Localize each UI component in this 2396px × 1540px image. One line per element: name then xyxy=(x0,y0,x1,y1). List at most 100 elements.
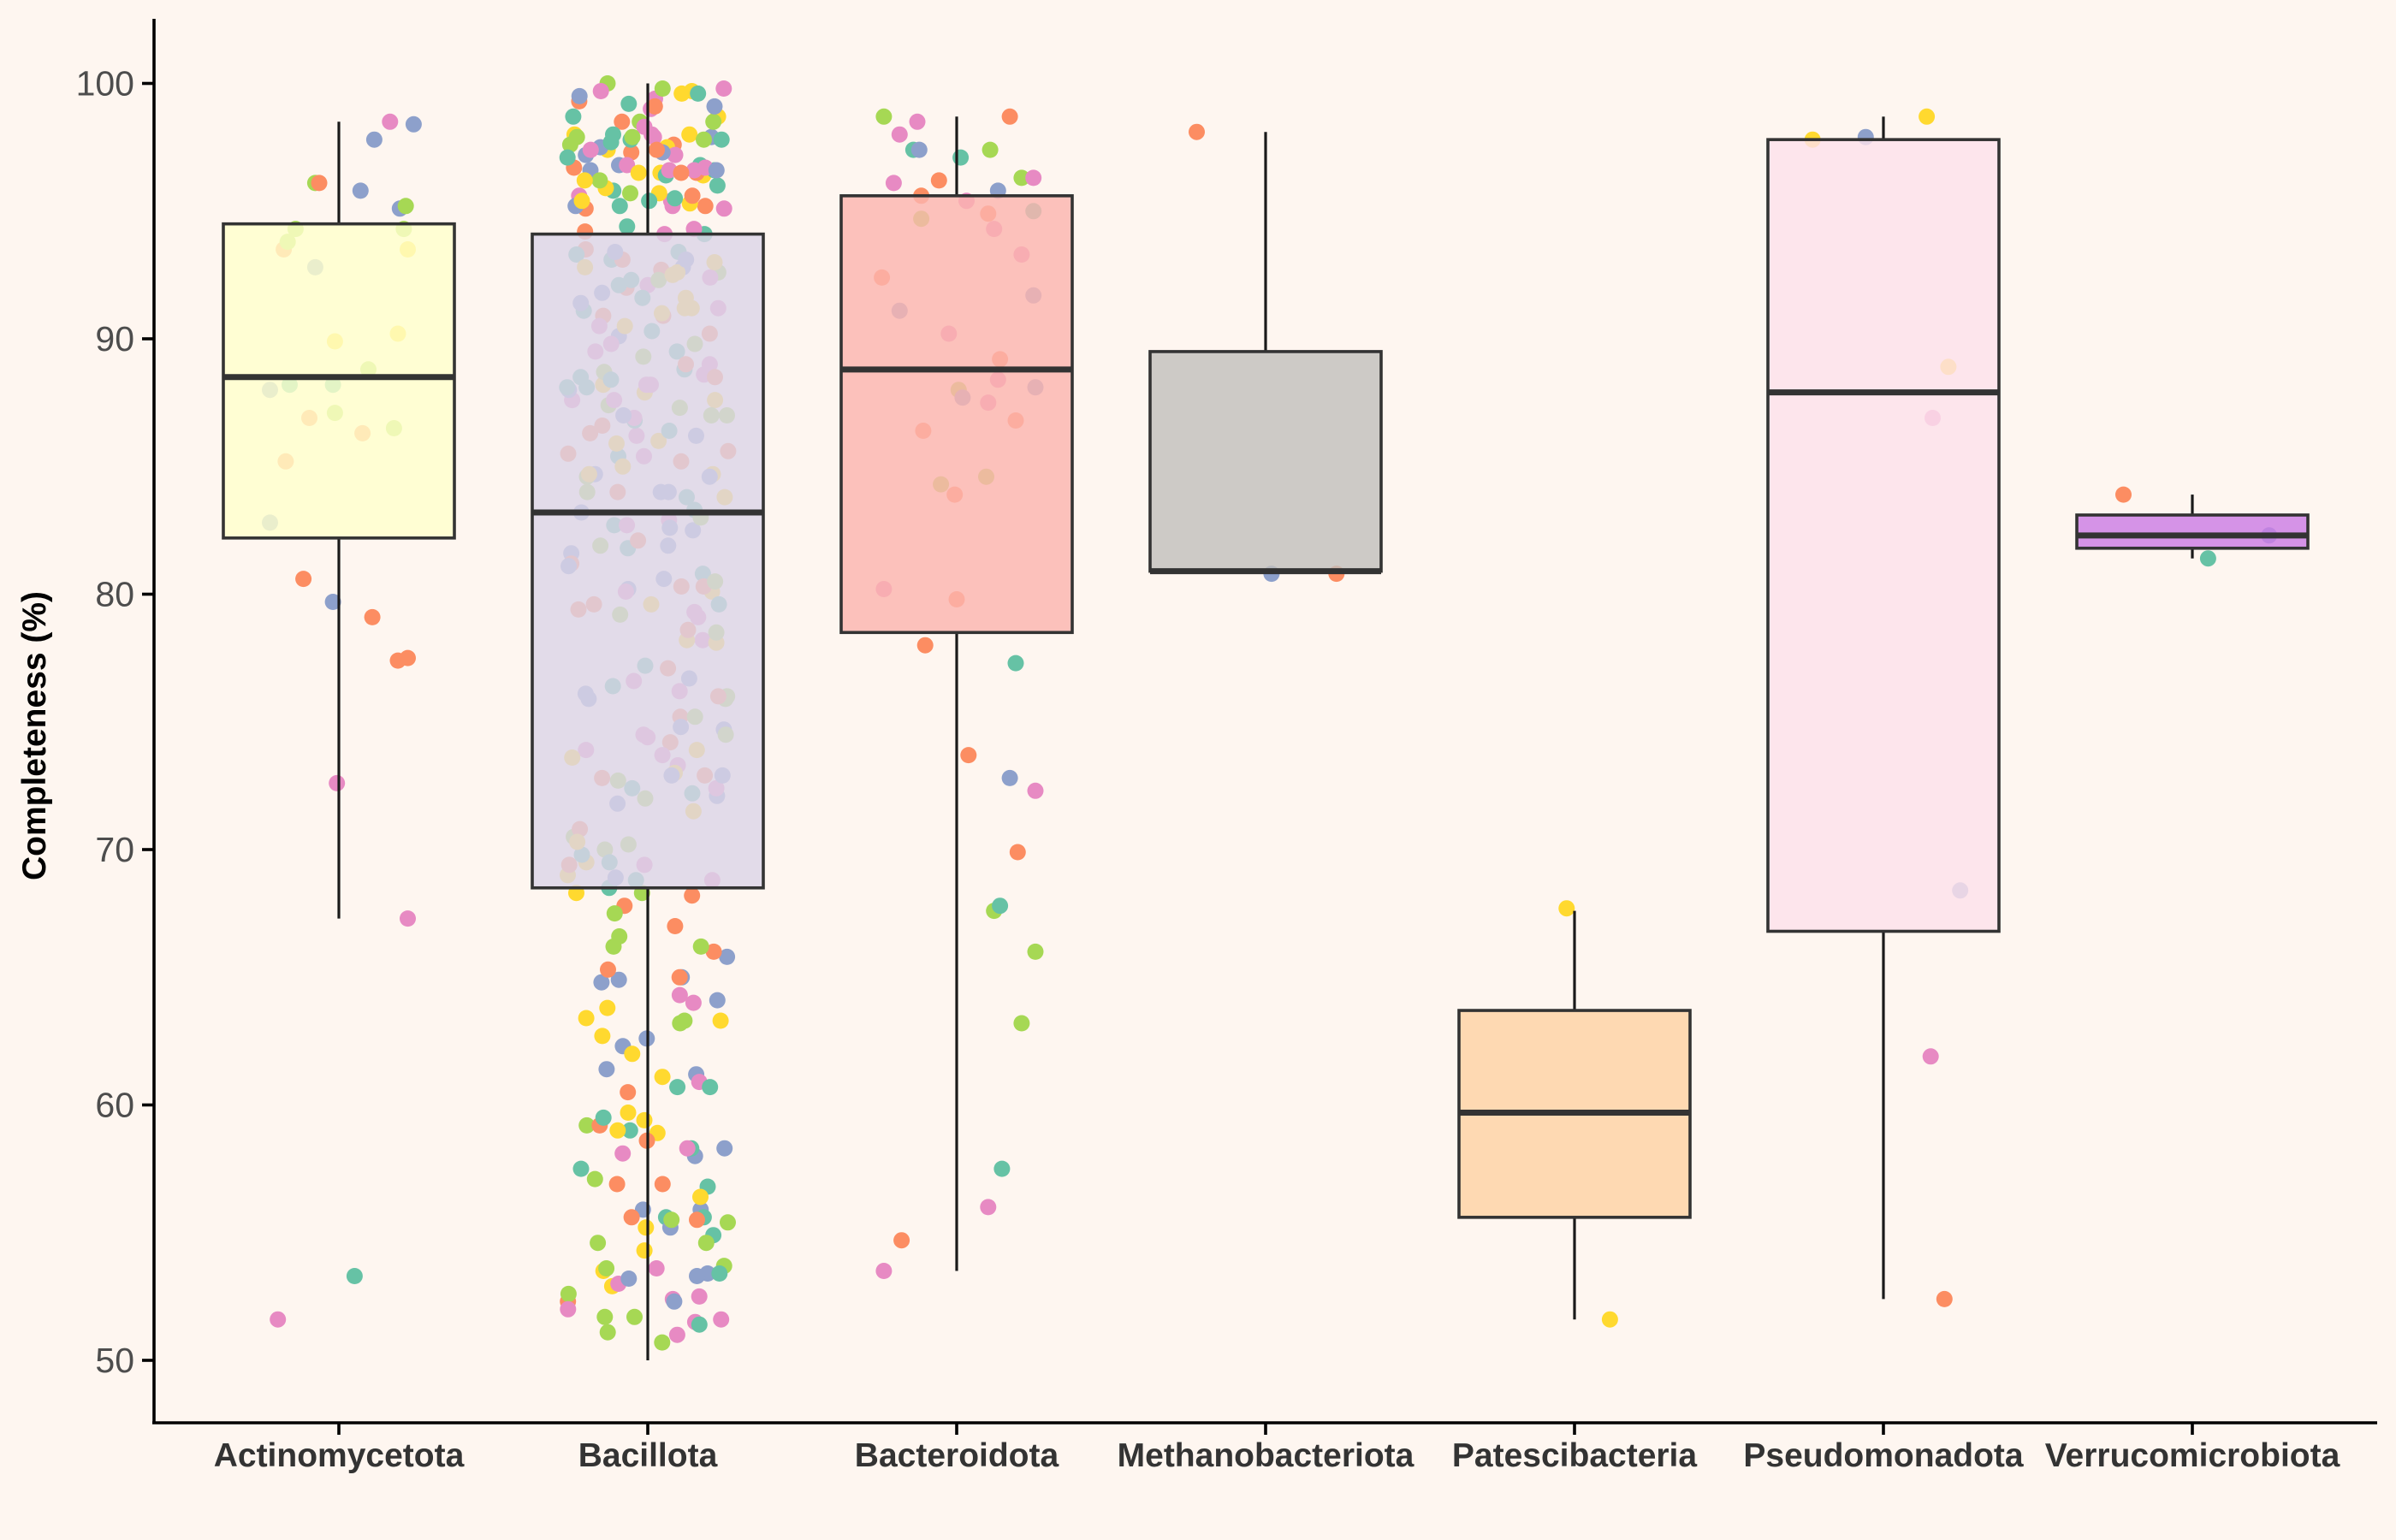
data-point xyxy=(691,1288,708,1305)
data-point xyxy=(885,175,902,192)
data-point xyxy=(599,999,616,1016)
data-point xyxy=(676,1012,693,1029)
data-point xyxy=(620,95,638,112)
data-point xyxy=(611,198,628,215)
data-point xyxy=(1007,654,1024,672)
y-tick-label: 50 xyxy=(95,1341,134,1380)
data-point xyxy=(719,948,736,965)
data-point xyxy=(669,1079,686,1096)
data-point xyxy=(696,131,712,148)
data-point xyxy=(573,192,590,210)
iqr-box xyxy=(222,222,456,540)
data-point xyxy=(1189,123,1205,140)
data-point xyxy=(720,1214,736,1231)
data-point xyxy=(1601,1311,1618,1328)
data-point xyxy=(992,897,1009,915)
box-verrucomicrobiota xyxy=(2075,495,2310,559)
data-point xyxy=(592,83,609,99)
data-point xyxy=(636,1111,653,1128)
data-point xyxy=(598,1260,615,1276)
data-point xyxy=(952,149,970,166)
data-point xyxy=(598,1061,615,1078)
data-point xyxy=(571,87,588,104)
data-point xyxy=(668,1326,685,1343)
data-point xyxy=(713,1311,730,1328)
data-point xyxy=(620,1084,637,1101)
data-point xyxy=(709,992,726,1009)
data-point xyxy=(697,198,714,215)
data-point xyxy=(608,1176,626,1193)
data-point xyxy=(673,164,690,181)
data-point xyxy=(599,1324,616,1341)
data-point xyxy=(619,218,636,235)
data-point xyxy=(667,190,684,207)
data-point xyxy=(400,910,416,927)
data-point xyxy=(620,1105,637,1121)
data-point xyxy=(654,80,671,97)
x-tick-label-methanobacteriota: Methanobacteriota xyxy=(1118,1437,1414,1474)
data-point xyxy=(1025,169,1042,187)
data-point xyxy=(594,1028,611,1045)
y-axis-ticks: 50 60 70 80 90 100 xyxy=(76,64,154,1380)
data-point xyxy=(1001,108,1018,125)
data-point xyxy=(691,1316,708,1333)
data-point xyxy=(715,200,732,217)
data-point xyxy=(400,649,416,666)
data-point xyxy=(630,164,647,181)
data-point xyxy=(690,85,707,102)
data-point xyxy=(609,1122,626,1139)
y-tick-label: 70 xyxy=(95,830,134,869)
data-point xyxy=(909,113,926,130)
data-point xyxy=(590,1235,607,1252)
data-point xyxy=(671,986,688,1004)
data-point xyxy=(324,594,341,610)
data-point xyxy=(622,185,638,202)
data-point xyxy=(667,918,684,934)
data-point xyxy=(578,1116,596,1134)
data-point xyxy=(611,928,628,945)
data-point xyxy=(646,98,663,115)
data-point xyxy=(1013,1015,1030,1032)
box-bacillota xyxy=(531,83,765,1360)
data-point xyxy=(1558,900,1575,917)
data-point xyxy=(619,157,636,174)
data-point xyxy=(559,149,576,166)
points-patescibacteria xyxy=(1558,900,1618,1328)
data-point xyxy=(270,1311,287,1328)
data-point xyxy=(715,80,732,97)
data-point xyxy=(671,968,688,986)
data-point xyxy=(673,85,691,102)
data-point xyxy=(329,774,346,791)
data-point xyxy=(684,887,701,904)
data-point xyxy=(708,162,725,179)
box-bacteroidota xyxy=(839,116,1074,1271)
iqr-box xyxy=(531,232,765,890)
x-tick-label-verrucomicrobiota: Verrucomicrobiota xyxy=(2045,1437,2340,1474)
data-point xyxy=(560,1285,577,1302)
data-point xyxy=(689,1268,705,1284)
data-point xyxy=(576,172,593,189)
data-point xyxy=(993,1160,1011,1177)
data-point xyxy=(649,141,665,158)
data-point xyxy=(1936,1290,1953,1307)
data-point xyxy=(636,1242,653,1259)
data-point xyxy=(565,108,582,125)
data-point xyxy=(1027,782,1044,799)
data-point xyxy=(382,113,399,130)
data-point xyxy=(638,1219,655,1236)
data-point xyxy=(623,1209,640,1226)
data-point xyxy=(713,131,730,148)
data-point xyxy=(685,994,702,1011)
data-point xyxy=(702,1079,719,1096)
data-point xyxy=(311,175,328,192)
data-point xyxy=(910,141,928,158)
iqr-box xyxy=(1148,350,1383,573)
data-point xyxy=(352,182,369,199)
data-point xyxy=(692,1188,709,1205)
data-point xyxy=(667,146,684,163)
data-point xyxy=(692,938,709,955)
data-point xyxy=(709,177,726,194)
data-point xyxy=(596,1308,614,1325)
data-point xyxy=(654,1176,671,1193)
